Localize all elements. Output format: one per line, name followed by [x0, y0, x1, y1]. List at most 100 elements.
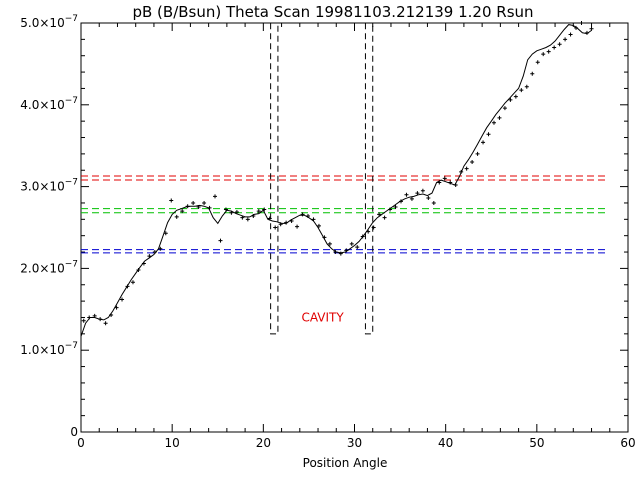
cavity-boundary-box	[270, 22, 279, 335]
data-point	[475, 151, 480, 156]
data-point	[191, 200, 196, 205]
data-point	[316, 223, 321, 228]
data-point	[284, 220, 289, 225]
x-tick-label: 40	[438, 436, 453, 450]
data-point	[218, 238, 223, 243]
data-point	[245, 217, 250, 222]
data-point	[448, 180, 453, 185]
data-point	[103, 321, 108, 326]
data-point	[563, 37, 568, 42]
x-tick-label: 20	[256, 436, 271, 450]
data-point	[147, 254, 152, 259]
data-point	[409, 196, 414, 201]
data-point	[327, 241, 332, 246]
x-tick-label: 10	[165, 436, 180, 450]
data-point	[481, 140, 486, 145]
data-point	[174, 214, 179, 219]
data-point	[519, 88, 524, 93]
data-point	[388, 207, 393, 212]
data-point	[130, 280, 135, 285]
data-point	[180, 209, 185, 214]
data-point	[311, 217, 316, 222]
data-point	[185, 204, 190, 209]
data-point	[322, 235, 327, 240]
x-tick-label: 0	[77, 436, 85, 450]
y-tick-label: 2.0×10−7	[20, 259, 78, 275]
y-tick-label: 3.0×10−7	[20, 178, 78, 194]
data-point	[360, 234, 365, 239]
data-point	[524, 84, 529, 89]
data-point	[491, 120, 496, 125]
data-point	[557, 42, 562, 47]
data-point	[464, 166, 469, 171]
data-point	[295, 224, 300, 229]
data-point	[267, 216, 272, 221]
data-point	[141, 261, 146, 266]
data-point	[568, 32, 573, 37]
data-point	[415, 191, 420, 196]
data-point	[136, 268, 141, 273]
y-tick-label: 5.0×10−7	[20, 14, 78, 30]
data-point	[502, 106, 507, 111]
data-point	[579, 21, 584, 25]
data-point	[453, 182, 458, 187]
data-point	[196, 205, 201, 210]
data-point	[234, 209, 239, 214]
x-tick-label: 30	[347, 436, 362, 450]
data-point	[497, 115, 502, 120]
data-point	[344, 248, 349, 253]
data-point	[306, 214, 311, 219]
data-point	[442, 176, 447, 181]
data-point	[584, 30, 589, 35]
data-point	[431, 200, 436, 205]
data-point	[366, 229, 371, 234]
y-tick-label: 4.0×10−7	[20, 96, 78, 112]
data-point	[508, 97, 513, 102]
data-point	[169, 198, 174, 203]
data-point	[240, 215, 245, 220]
data-point	[273, 225, 278, 230]
data-point	[426, 196, 431, 201]
data-point	[546, 49, 551, 54]
cavity-label: CAVITY	[301, 311, 344, 325]
data-point	[393, 205, 398, 210]
y-tick-label: 1.0×10−7	[20, 341, 78, 357]
data-point	[437, 180, 442, 185]
data-point	[229, 210, 234, 215]
data-point	[223, 207, 228, 212]
data-point	[87, 315, 92, 320]
data-point	[420, 188, 425, 193]
x-axis-label: Position Angle	[303, 456, 388, 470]
data-point	[213, 194, 218, 199]
data-point	[120, 297, 125, 302]
data-point	[371, 225, 376, 230]
data-point	[98, 317, 103, 322]
data-point	[202, 200, 207, 205]
data-point	[552, 45, 557, 50]
data-point	[125, 284, 130, 289]
data-point	[541, 52, 546, 57]
data-point	[109, 313, 114, 318]
data-point	[574, 25, 579, 30]
data-point	[158, 246, 163, 251]
data-point	[404, 192, 409, 197]
data-point	[513, 94, 518, 99]
x-tick-label: 60	[620, 436, 635, 450]
y-tick-label: 0	[70, 425, 78, 439]
data-point	[349, 241, 354, 246]
data-point	[289, 218, 294, 223]
cavity-boundary-box	[364, 22, 374, 335]
data-point	[589, 26, 594, 31]
data-point	[459, 169, 464, 174]
data-point	[530, 71, 535, 76]
data-point	[338, 251, 343, 256]
data-point	[278, 222, 283, 227]
data-point	[163, 231, 168, 236]
data-point	[114, 305, 119, 310]
data-point	[152, 250, 157, 255]
data-point	[256, 209, 261, 214]
data-point	[470, 160, 475, 165]
data-point	[251, 214, 256, 219]
data-point	[377, 212, 382, 217]
